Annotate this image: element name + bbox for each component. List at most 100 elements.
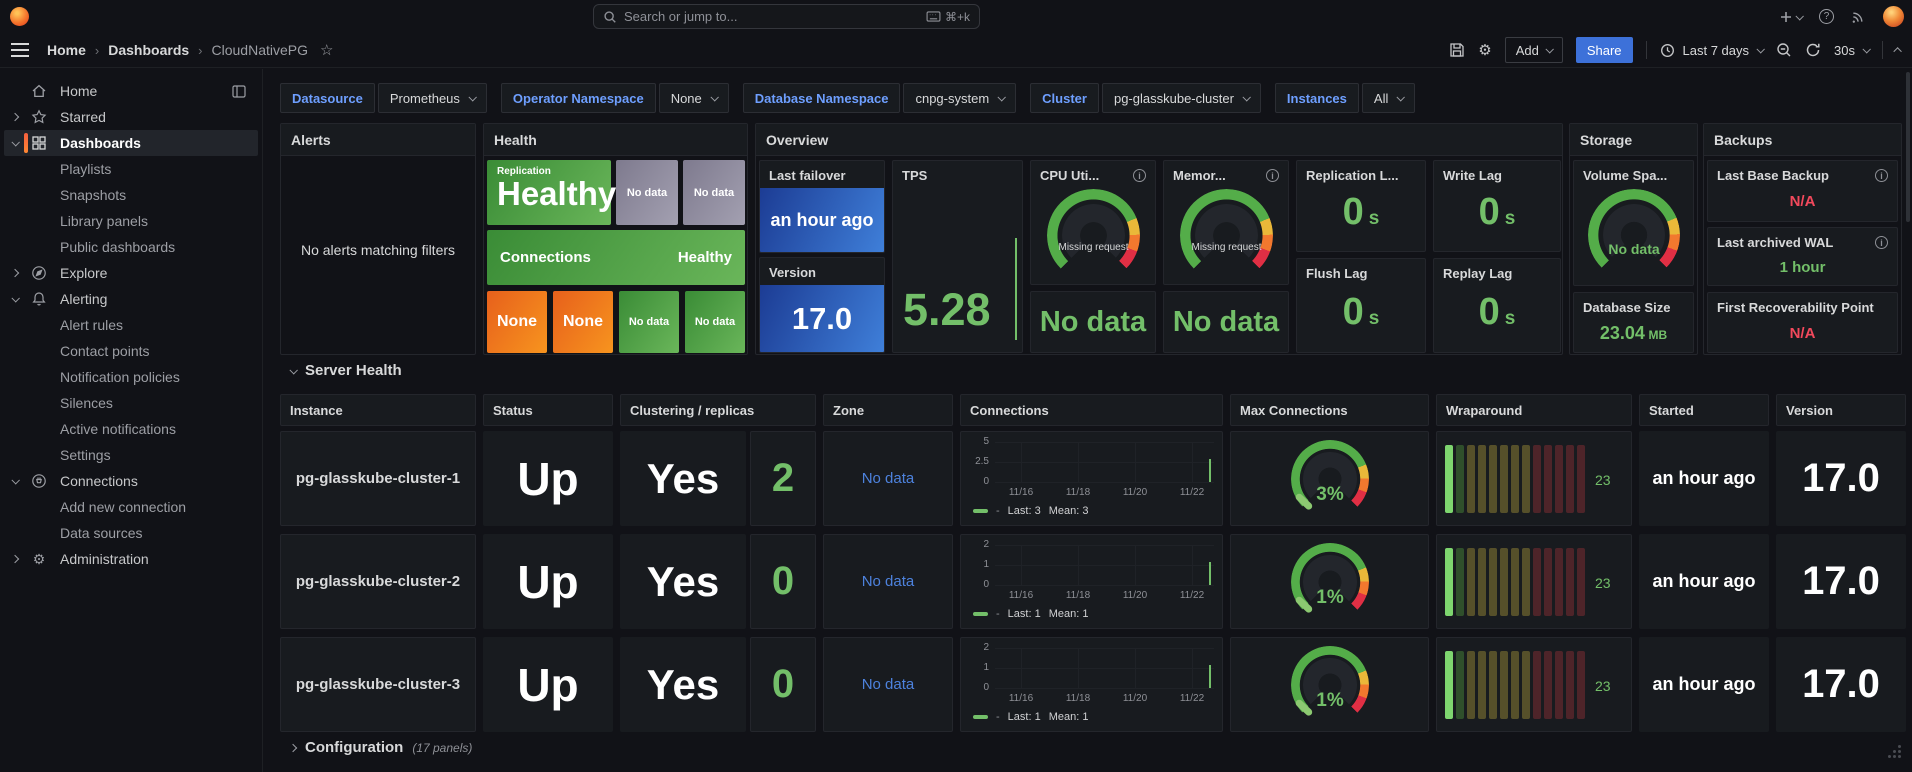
sidebar-item-active-notifications[interactable]: Active notifications (4, 416, 258, 442)
user-avatar[interactable] (1883, 6, 1904, 27)
info-icon[interactable]: i (1266, 169, 1279, 182)
help-icon[interactable]: ? (1819, 9, 1834, 24)
panel-title[interactable]: Storage (1570, 124, 1697, 156)
sidebar-item-home[interactable]: Home (4, 78, 258, 104)
breadcrumb-dashboards[interactable]: Dashboards (108, 42, 190, 58)
new-button[interactable] (1779, 10, 1804, 24)
filter-value-select[interactable]: None (658, 83, 729, 113)
info-icon[interactable]: i (1875, 236, 1888, 249)
time-range-picker[interactable]: Last 7 days (1660, 43, 1765, 58)
wraparound-bar (1533, 445, 1541, 513)
favorite-star-icon[interactable]: ☆ (320, 42, 334, 59)
chevron-down-icon[interactable] (11, 138, 20, 147)
info-icon[interactable]: i (1133, 169, 1146, 182)
filter-label[interactable]: Database Namespace (742, 83, 901, 113)
filter-label[interactable]: Operator Namespace (500, 83, 656, 113)
breadcrumb-home[interactable]: Home (47, 42, 86, 58)
share-button[interactable]: Share (1575, 37, 1633, 63)
sidebar-item-data-sources[interactable]: Data sources (4, 520, 258, 546)
filter-value-select[interactable]: pg-glasskube-cluster (1101, 83, 1261, 113)
chevron-down-icon (1396, 93, 1406, 102)
menu-toggle-icon[interactable] (11, 49, 29, 51)
sidebar-item-alert-rules[interactable]: Alert rules (4, 312, 258, 338)
sidebar-item-public-dashboards[interactable]: Public dashboards (4, 234, 258, 260)
breadcrumb-separator: › (198, 42, 203, 58)
chart-legend[interactable]: - Last: 1 Mean: 1 (973, 711, 1088, 723)
refresh-interval-picker[interactable]: 30s (1834, 43, 1871, 58)
wraparound-bar (1478, 445, 1486, 513)
filter-label[interactable]: Datasource (280, 83, 375, 113)
last-archived-wal-stat: Last archived WAL i 1 hour (1707, 227, 1898, 286)
sidebar-item-explore[interactable]: Explore (4, 260, 258, 286)
sidebar-item-add-new-connection[interactable]: Add new connection (4, 494, 258, 520)
panel-alerts: Alerts No alerts matching filters (280, 123, 476, 355)
panel-title[interactable]: Overview (756, 124, 1562, 156)
section-server-health[interactable]: Server Health (289, 362, 402, 379)
panel-overview: Overview Last failover an hour ago Versi… (755, 123, 1563, 355)
sidebar-item-contact-points[interactable]: Contact points (4, 338, 258, 364)
sidebar-item-library-panels[interactable]: Library panels (4, 208, 258, 234)
sidebar-item-playlists[interactable]: Playlists (4, 156, 258, 182)
filter-value-select[interactable]: cnpg-system (903, 83, 1017, 113)
sidebar-item-label: Explore (60, 265, 108, 281)
sidebar-item-settings[interactable]: Settings (4, 442, 258, 468)
news-rss-icon[interactable] (1851, 9, 1866, 24)
chevron-right-icon[interactable] (10, 268, 20, 278)
sidebar-item-alerting[interactable]: Alerting (4, 286, 258, 312)
zoom-out-icon[interactable] (1776, 42, 1792, 58)
panel-title[interactable]: Health (484, 124, 747, 156)
filter-label[interactable]: Instances (1274, 83, 1359, 113)
add-button[interactable]: Add (1504, 37, 1563, 63)
sidebar-item-snapshots[interactable]: Snapshots (4, 182, 258, 208)
panel-title[interactable]: Alerts (281, 124, 475, 156)
dashboard-settings-icon[interactable]: ⚙ (1478, 42, 1492, 59)
chart-legend[interactable]: - Last: 3 Mean: 3 (973, 505, 1088, 517)
save-dashboard-icon[interactable] (1449, 42, 1465, 58)
info-icon[interactable]: i (1875, 169, 1888, 182)
refresh-icon[interactable] (1805, 42, 1821, 58)
section-configuration[interactable]: Configuration (17 panels) (288, 739, 472, 756)
x-tick: 11/22 (1179, 487, 1205, 498)
chevron-right-icon[interactable] (10, 112, 20, 122)
wraparound-bar-gauge (1445, 445, 1585, 513)
scrollbar-thumb[interactable] (1906, 72, 1910, 222)
sidebar-item-starred[interactable]: Starred (4, 104, 258, 130)
filter-cluster: Cluster pg-glasskube-cluster (1030, 83, 1261, 113)
connections-series-line (1209, 459, 1211, 482)
y-tick: 2 (983, 642, 989, 653)
y-tick: 5 (983, 436, 989, 447)
replicas-cell: 0 (750, 534, 816, 629)
health-none-tile: None (553, 291, 613, 353)
chevron-down-icon[interactable] (11, 476, 20, 485)
dock-menu-icon[interactable] (232, 84, 246, 98)
panel-title[interactable]: Backups (1704, 124, 1901, 156)
collapse-toolbar-icon[interactable] (1893, 47, 1902, 56)
grafana-logo-icon[interactable] (10, 7, 29, 26)
x-tick: 11/16 (1008, 590, 1034, 601)
zone-cell: No data (823, 637, 953, 732)
sidebar-item-notification-policies[interactable]: Notification policies (4, 364, 258, 390)
filter-value-select[interactable]: All (1361, 83, 1416, 113)
chevron-right-icon[interactable] (10, 554, 20, 564)
legend-swatch (973, 509, 988, 513)
database-size-stat: Database Size 23.04 MB (1573, 292, 1694, 353)
wraparound-bar (1511, 548, 1519, 616)
filter-value-select[interactable]: Prometheus (377, 83, 487, 113)
sidebar-item-connections[interactable]: Connections (4, 468, 258, 494)
sidebar-item-silences[interactable]: Silences (4, 390, 258, 416)
x-tick: 11/20 (1122, 487, 1148, 498)
wraparound-bar (1555, 651, 1563, 719)
sidebar-item-administration[interactable]: ⚙ Administration (4, 546, 258, 572)
nodata-stat: No data (1030, 291, 1156, 353)
sidebar-item-label: Home (60, 83, 98, 99)
chevron-down-icon (289, 365, 298, 375)
filter-label[interactable]: Cluster (1030, 83, 1099, 113)
chevron-down-icon[interactable] (11, 294, 20, 303)
resize-grip[interactable] (1888, 745, 1902, 759)
chart-legend[interactable]: - Last: 1 Mean: 1 (973, 608, 1088, 620)
search-input[interactable]: Search or jump to... ⌘+k (593, 4, 980, 29)
sidebar-item-dashboards[interactable]: Dashboards (4, 130, 258, 156)
